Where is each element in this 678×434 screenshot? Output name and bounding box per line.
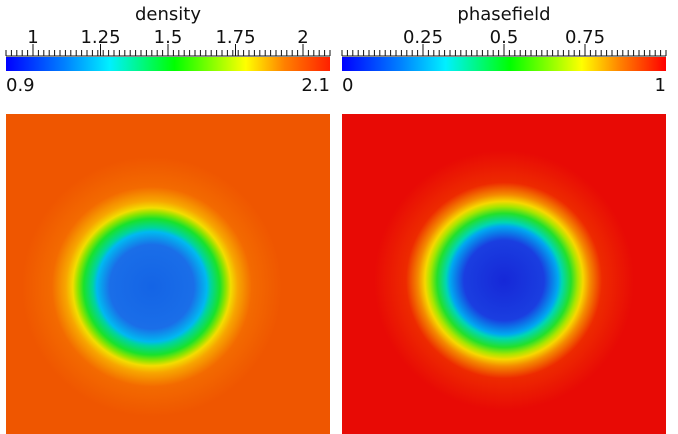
density-range-max: 2.1 bbox=[301, 75, 330, 96]
density-panel: density 1 1.25 1.5 1.75 2 0.9 2.1 bbox=[5, 0, 331, 434]
density-tick-label: 1.75 bbox=[215, 27, 255, 48]
density-colorbar-ticks: 1 1.25 1.5 1.75 2 bbox=[5, 27, 331, 57]
phasefield-range-max: 1 bbox=[654, 75, 666, 96]
phasefield-field-image bbox=[342, 114, 666, 434]
phasefield-colorbar-title: phasefield bbox=[457, 4, 551, 25]
phasefield-tick-label: 0.5 bbox=[490, 27, 519, 48]
density-field-image bbox=[6, 114, 330, 434]
density-tick-label: 2 bbox=[297, 27, 308, 48]
density-colorbar bbox=[6, 57, 330, 71]
density-tick-label: 1.5 bbox=[154, 27, 183, 48]
phasefield-tick-label: 0.75 bbox=[565, 27, 605, 48]
phasefield-colorbar bbox=[342, 57, 666, 71]
density-tick-label: 1.25 bbox=[80, 27, 120, 48]
phasefield-tick-label: 0.25 bbox=[403, 27, 443, 48]
density-colorbar-title: density bbox=[135, 4, 201, 25]
phasefield-range-min: 0 bbox=[342, 75, 354, 96]
phasefield-colorbar-ticks: 0.25 0.5 0.75 bbox=[341, 27, 667, 57]
phasefield-panel: phasefield 0.25 0.5 0.75 0 1 bbox=[341, 0, 667, 434]
density-range-min: 0.9 bbox=[6, 75, 35, 96]
density-tick-label: 1 bbox=[27, 27, 38, 48]
